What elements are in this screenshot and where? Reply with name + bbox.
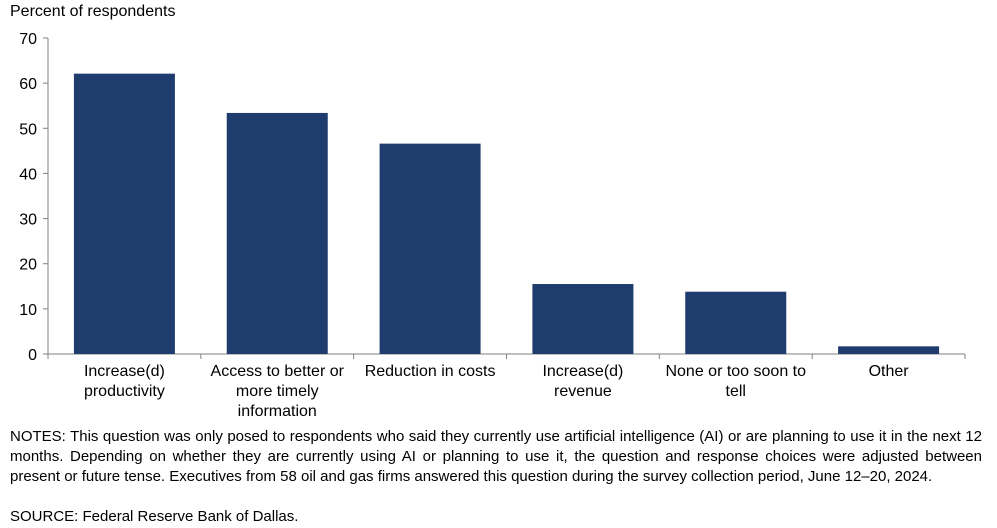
x-category-label: Access to better or more timely informatio…	[211, 363, 345, 420]
notes-text: NOTES: This question was only posed to r…	[10, 428, 982, 485]
bar	[73, 73, 175, 355]
x-category-label: Other	[869, 363, 910, 380]
bar-chart: 0 10 20 30 40 50 60 70 Increase(d) productivity Ac…	[19, 31, 966, 420]
y-tick-label: 30	[19, 212, 37, 229]
y-tick-label: 40	[19, 166, 37, 183]
y-tick-label: 0	[28, 347, 37, 364]
notes: NOTES: This question was only posed to r…	[10, 427, 982, 487]
y-tick-label: 70	[19, 31, 37, 48]
bar	[838, 346, 940, 354]
bar	[226, 112, 328, 355]
x-category-label: None or too soon to tell	[665, 363, 806, 400]
bar	[685, 291, 787, 354]
y-tick-label: 10	[19, 302, 37, 319]
y-tick-label: 60	[19, 76, 37, 93]
source: SOURCE: Federal Reserve Bank of Dallas.	[10, 508, 299, 525]
bar	[379, 143, 481, 354]
y-tick-label: 50	[19, 121, 37, 138]
bar	[532, 284, 634, 354]
y-axis-title: Percent of respondents	[10, 3, 176, 20]
x-category-label: Reduction in costs	[365, 363, 496, 380]
x-category-label: Increase(d) productivity	[84, 363, 165, 400]
y-tick-label: 20	[19, 257, 37, 274]
x-category-label: Increase(d) revenue	[542, 363, 623, 400]
